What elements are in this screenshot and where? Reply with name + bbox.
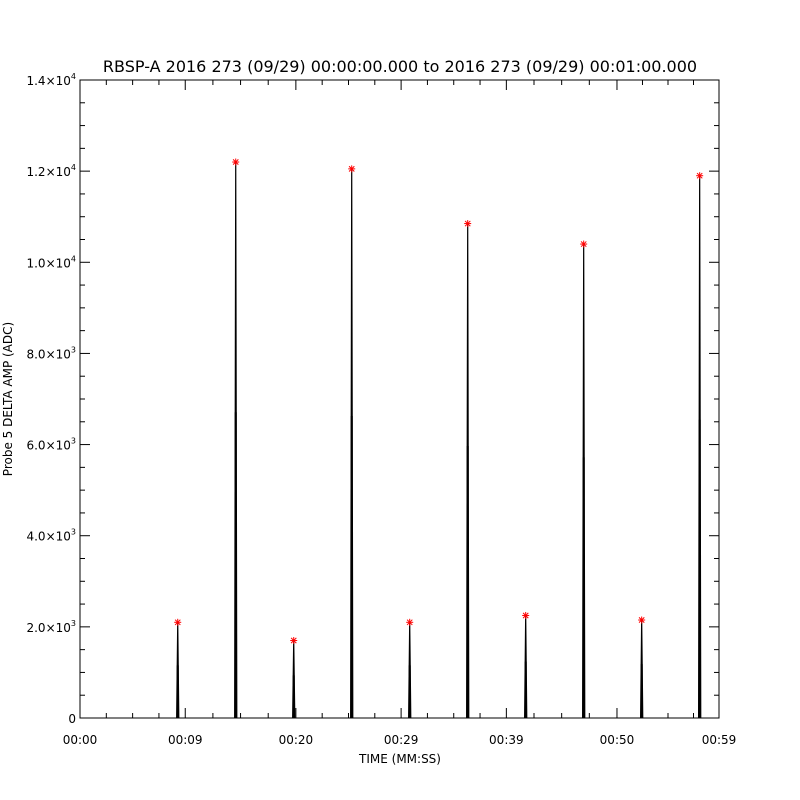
x-tick-label: 00:00	[63, 733, 98, 747]
y-axis: 0 2.0×103 4.0×103 6.0×103 8.0×103 1.0×104 1.2×…	[26, 72, 719, 726]
y-tick-label: 1.0×104	[26, 254, 76, 270]
peak-marker	[522, 611, 530, 619]
x-tick-label: 00:39	[489, 733, 524, 747]
peak-marker	[348, 165, 356, 173]
chart-title: RBSP-A 2016 273 (09/29) 00:00:00.000 to …	[103, 57, 697, 76]
peak-marker	[290, 637, 298, 645]
x-tick-label: 00:59	[702, 733, 737, 747]
y-axis-label: Probe 5 DELTA AMP (ADC)	[1, 322, 15, 476]
series-lines	[176, 162, 702, 719]
x-axis: 00:00 00:09 00:20 00:29 00:39 00:50 00:59	[63, 80, 737, 747]
x-tick-label: 00:09	[168, 733, 203, 747]
peak-marker	[638, 616, 646, 624]
peak-marker	[406, 618, 414, 626]
y-tick-label: 0	[68, 712, 76, 726]
y-tick-label: 1.2×104	[26, 163, 76, 179]
peak-marker	[232, 158, 240, 166]
peak-markers	[174, 158, 704, 645]
x-tick-label: 00:50	[600, 733, 635, 747]
y-tick-label: 1.4×104	[26, 72, 76, 88]
y-tick-label: 6.0×103	[26, 437, 76, 453]
y-tick-label: 2.0×103	[26, 619, 76, 635]
x-tick-label: 00:20	[279, 733, 314, 747]
peak-marker	[464, 220, 472, 228]
x-tick-label: 00:29	[384, 733, 419, 747]
y-tick-label: 8.0×103	[26, 345, 76, 361]
peak-marker	[696, 172, 704, 180]
peak-marker	[580, 240, 588, 248]
peak-marker	[174, 618, 182, 626]
x-axis-label: TIME (MM:SS)	[358, 752, 441, 766]
y-tick-label: 4.0×103	[26, 528, 76, 544]
